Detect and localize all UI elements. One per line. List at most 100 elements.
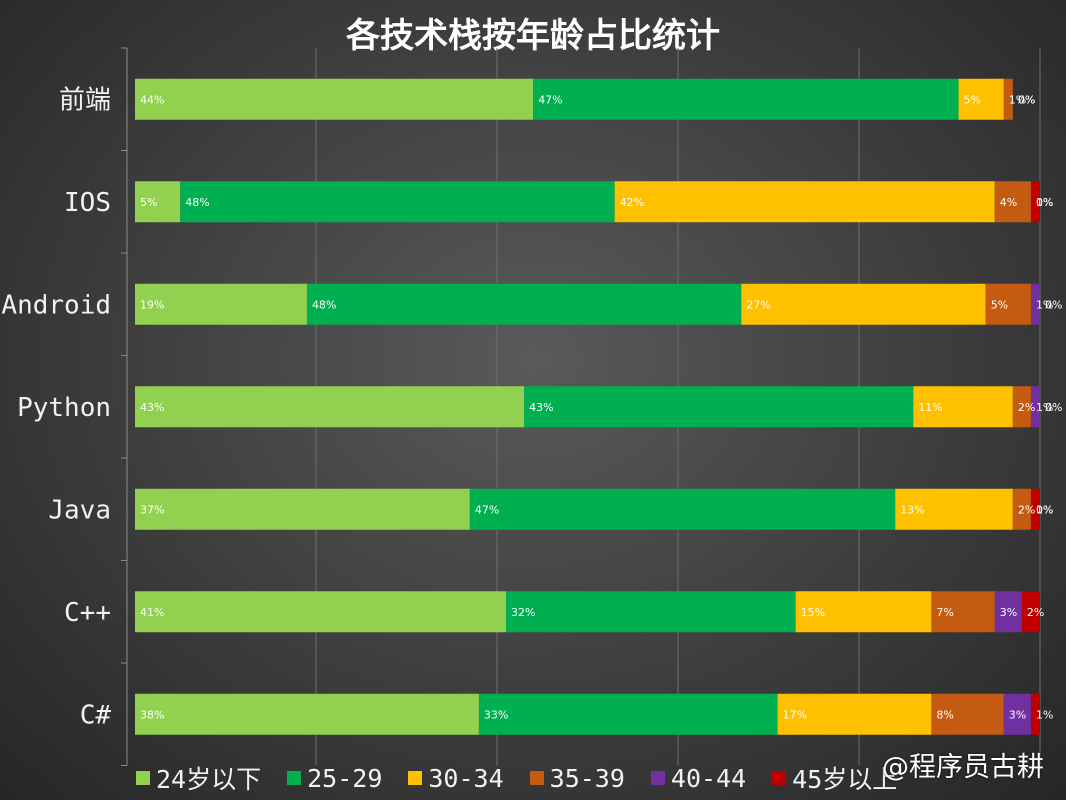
legend-label: 30-34 xyxy=(428,763,504,793)
category-label: 前端 xyxy=(59,85,111,115)
data-label: 2% xyxy=(1018,401,1035,414)
legend-label: 35-39 xyxy=(549,763,625,793)
bar-segment xyxy=(135,283,307,325)
bars xyxy=(135,78,1040,735)
legend: 24岁以下 25-29 30-34 35-39 40-44 45岁以上 xyxy=(136,760,923,796)
legend-item: 24岁以下 xyxy=(136,760,261,796)
bar-segment xyxy=(1030,181,1040,223)
legend-swatch xyxy=(136,771,150,785)
bar-segment xyxy=(994,181,1031,223)
data-label: 37% xyxy=(140,503,164,516)
chart-title: 各技术栈按年龄占比统计 xyxy=(346,16,720,56)
legend-label: 24岁以下 xyxy=(156,765,262,794)
bar-segment xyxy=(524,386,914,428)
bar-segment xyxy=(1003,693,1031,735)
data-label: 41% xyxy=(140,606,164,619)
legend-swatch xyxy=(287,771,302,785)
data-label: 5% xyxy=(140,196,157,209)
bar-segment xyxy=(306,283,742,325)
bar-segment xyxy=(777,693,932,735)
data-label: 43% xyxy=(529,401,553,414)
bar-segment xyxy=(1021,591,1040,633)
data-labels: 44% 47% 5% 1%0%0%5% 48% 42% 4% 0%1%19% 48% 27% 5% 1… xyxy=(140,93,1062,721)
data-label: 42% xyxy=(620,196,644,209)
bar-segment xyxy=(741,283,986,325)
legend-swatch xyxy=(772,771,787,785)
data-label: 33% xyxy=(484,708,508,721)
bar-segment xyxy=(135,488,470,530)
data-label: 13% xyxy=(900,503,924,516)
data-label: 4% xyxy=(1000,196,1017,209)
data-label: 1% xyxy=(1036,708,1053,721)
data-label: 1% xyxy=(1036,298,1053,311)
y-axis: 前端 IOS Android Python Java C++ C# xyxy=(1,47,128,766)
data-label: 8% xyxy=(936,708,953,721)
data-label: 0% xyxy=(1018,93,1035,106)
bar-segment xyxy=(135,386,525,428)
data-label: 0% xyxy=(1045,298,1062,311)
bar-segment xyxy=(958,78,1004,120)
category-label: C++ xyxy=(64,598,111,628)
data-label: 1% xyxy=(1036,503,1053,516)
data-label: 7% xyxy=(936,606,953,619)
bar-segment xyxy=(1030,386,1040,428)
watermark: @程序员古耕 xyxy=(882,752,1044,783)
category-label: C# xyxy=(80,700,112,730)
data-label: 38% xyxy=(140,708,164,721)
bar-segment xyxy=(1030,693,1040,735)
legend-item: 35-39 xyxy=(529,763,625,793)
bar-segment xyxy=(1012,386,1031,428)
data-label: 48% xyxy=(312,298,336,311)
category-label: Python xyxy=(17,393,111,423)
bar-segment xyxy=(985,283,1031,325)
bar-segment xyxy=(994,591,1022,633)
data-label: 47% xyxy=(475,503,499,516)
data-label: 0% xyxy=(1045,401,1062,414)
bar-segment xyxy=(1030,283,1040,325)
data-label: 2% xyxy=(1027,606,1044,619)
data-label: 2% xyxy=(1018,503,1035,516)
bar-segment xyxy=(478,693,778,735)
data-label: 19% xyxy=(140,298,164,311)
data-label: 0% xyxy=(1036,196,1053,209)
category-label: Java xyxy=(48,495,111,525)
bar-segment xyxy=(913,386,1013,428)
data-label: 3% xyxy=(1000,606,1017,619)
category-label: Android xyxy=(1,290,111,320)
data-label: 1% xyxy=(1036,196,1053,209)
data-label: 5% xyxy=(991,298,1008,311)
bar-segment xyxy=(1030,488,1040,530)
data-label: 48% xyxy=(185,196,209,209)
legend-item: 45岁以上 xyxy=(772,760,897,796)
legend-label: 40-44 xyxy=(670,763,747,793)
data-label: 17% xyxy=(783,708,807,721)
data-label: 0% xyxy=(1018,93,1035,106)
data-label: 32% xyxy=(511,606,535,619)
bar-segment xyxy=(135,693,479,735)
bar-segment xyxy=(135,78,534,120)
legend-label: 45岁以上 xyxy=(792,765,898,794)
bar-segment xyxy=(1012,488,1031,530)
data-label: 47% xyxy=(538,93,562,106)
data-label: 43% xyxy=(140,401,164,414)
bar-segment xyxy=(135,181,181,223)
bar-segment xyxy=(135,591,507,633)
bar-segment xyxy=(795,591,932,633)
data-label: 5% xyxy=(964,93,981,106)
legend-item: 25-29 xyxy=(287,764,382,793)
bar-segment xyxy=(895,488,1013,530)
bar-segment xyxy=(533,78,959,120)
data-label: 27% xyxy=(746,298,770,311)
legend-item: 40-44 xyxy=(650,763,747,793)
legend-swatch xyxy=(408,771,423,785)
legend-swatch xyxy=(650,771,665,785)
data-label: 1% xyxy=(1036,401,1053,414)
bar-segment xyxy=(180,181,615,223)
data-label: 11% xyxy=(918,401,942,414)
bar-segment xyxy=(614,181,995,223)
legend-swatch xyxy=(529,771,544,785)
bar-segment xyxy=(931,693,1004,735)
legend-item: 30-34 xyxy=(408,763,504,793)
category-label: IOS xyxy=(64,188,111,218)
